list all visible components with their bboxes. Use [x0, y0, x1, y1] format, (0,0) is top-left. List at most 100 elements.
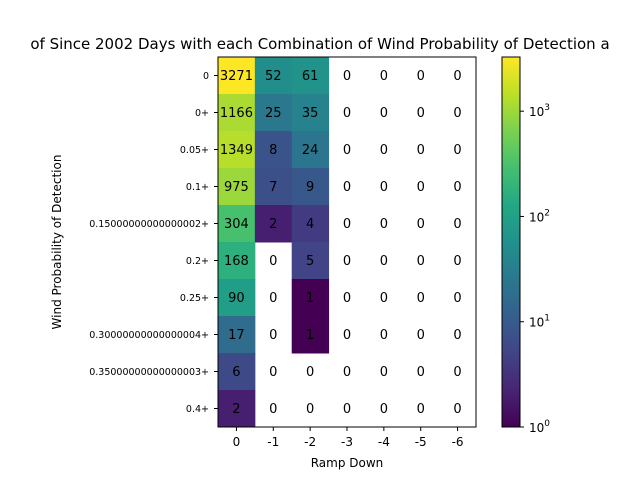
y-axis-ticks: 0 0+ 0.05+ 0.1+ 0.15000000000000002+ 0.2+ 0.25…	[89, 71, 218, 415]
cell-value-label: 0	[417, 254, 425, 269]
y-tick-label: 0.35000000000000003+	[89, 367, 209, 378]
cell-value-label: 61	[302, 69, 319, 84]
heatmap-cell	[291, 242, 330, 280]
cell-value-label: 0	[453, 291, 461, 306]
y-tick-label: 0.30000000000000004+	[89, 330, 209, 341]
cell-value-label: 0	[417, 365, 425, 380]
heatmap-cell	[254, 57, 293, 95]
cell-value-label: 0	[269, 328, 277, 343]
colorbar-tick-label: 103	[529, 103, 550, 119]
cell-value-label: 0	[343, 365, 351, 380]
cell-value-label: 90	[228, 291, 245, 306]
cell-value-label: 0	[343, 402, 351, 417]
cell-value-label: 0	[343, 106, 351, 121]
heatmap-cell	[218, 279, 256, 317]
chart-title: of Since 2002 Days with each Combination…	[30, 35, 609, 53]
cell-value-label: 24	[302, 143, 319, 158]
cell-value-label: 0	[380, 106, 388, 121]
heatmap-cell	[218, 168, 256, 206]
cell-value-label: 0	[453, 402, 461, 417]
cell-value-label: 0	[417, 180, 425, 195]
cell-value-label: 0	[343, 217, 351, 232]
cell-value-label: 9	[306, 180, 314, 195]
y-tick-label: 0+	[195, 108, 209, 119]
cell-value-label: 0	[343, 291, 351, 306]
heatmap-cell	[218, 353, 256, 391]
cell-value-label: 0	[453, 217, 461, 232]
cell-value-label: 0	[417, 69, 425, 84]
cell-value-label: 0	[380, 254, 388, 269]
cell-value-label: 6	[232, 365, 240, 380]
heatmap-cell	[218, 390, 256, 428]
cell-value-label: 975	[224, 180, 249, 195]
heatmap-cell	[291, 279, 330, 317]
cell-value-label: 0	[453, 254, 461, 269]
cell-value-label: 17	[228, 328, 245, 343]
x-tick-label: -3	[341, 435, 353, 449]
heatmap-cell	[218, 57, 256, 95]
heatmap-cell	[254, 168, 293, 206]
cell-value-label: 1166	[220, 106, 253, 121]
y-axis-label: Wind Probability of Detection	[50, 155, 64, 330]
colorbar-ticks: 100 101 102 103	[520, 103, 550, 435]
cell-value-label: 0	[380, 143, 388, 158]
heatmap-cell	[254, 94, 293, 132]
cell-value-label: 0	[417, 402, 425, 417]
cell-value-label: 0	[380, 328, 388, 343]
heatmap-cell	[218, 131, 256, 169]
heatmap-cell	[218, 242, 256, 280]
cell-value-label: 304	[224, 217, 249, 232]
colorbar-tick-label: 100	[529, 419, 550, 435]
y-tick-label: 0	[203, 71, 209, 82]
x-tick-label: -6	[452, 435, 464, 449]
cell-value-label: 1	[306, 291, 314, 306]
x-tick-label: -1	[267, 435, 279, 449]
colorbar-tick-label: 102	[529, 208, 550, 224]
y-tick-label: 0.15000000000000002+	[89, 219, 209, 230]
x-tick-label: -4	[378, 435, 390, 449]
cell-value-label: 0	[380, 365, 388, 380]
cell-value-label: 0	[453, 69, 461, 84]
cell-value-label: 0	[343, 328, 351, 343]
cell-value-label: 0	[453, 328, 461, 343]
cell-value-label: 0	[343, 254, 351, 269]
cell-value-label: 0	[306, 365, 314, 380]
heatmap-cell	[291, 94, 330, 132]
cell-value-label: 0	[269, 402, 277, 417]
cell-value-label: 7	[269, 180, 277, 195]
cell-value-label: 0	[343, 143, 351, 158]
x-tick-label: -5	[415, 435, 427, 449]
cell-value-label: 1349	[220, 143, 253, 158]
cell-value-label: 0	[269, 365, 277, 380]
cell-value-label: 0	[380, 217, 388, 232]
heatmap-cell	[254, 205, 293, 243]
y-tick-label: 0.05+	[180, 145, 209, 156]
cell-value-label: 1	[306, 328, 314, 343]
cell-value-label: 0	[453, 106, 461, 121]
cell-value-label: 168	[224, 254, 249, 269]
cell-value-label: 0	[380, 402, 388, 417]
cell-value-label: 25	[265, 106, 282, 121]
colorbar-tick-label: 101	[529, 314, 550, 330]
heatmap-cell	[218, 94, 256, 132]
cell-value-label: 0	[453, 143, 461, 158]
cell-value-label: 4	[306, 217, 314, 232]
cell-value-label: 2	[269, 217, 277, 232]
x-tick-label: -2	[304, 435, 316, 449]
heatmap-cell	[254, 131, 293, 169]
cell-value-label: 0	[269, 254, 277, 269]
y-tick-label: 0.1+	[186, 182, 209, 193]
cell-value-label: 0	[306, 402, 314, 417]
cell-value-label: 0	[380, 69, 388, 84]
y-tick-label: 0.4+	[186, 404, 209, 415]
cell-value-label: 8	[269, 143, 277, 158]
cell-value-label: 35	[302, 106, 319, 121]
cell-value-label: 0	[269, 291, 277, 306]
y-tick-label: 0.2+	[186, 256, 209, 267]
cell-value-label: 5	[306, 254, 314, 269]
cell-value-label: 0	[380, 180, 388, 195]
heatmap-cell	[291, 168, 330, 206]
y-tick-label: 0.25+	[180, 293, 209, 304]
